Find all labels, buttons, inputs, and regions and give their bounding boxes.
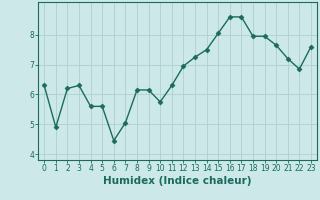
X-axis label: Humidex (Indice chaleur): Humidex (Indice chaleur) [103, 176, 252, 186]
